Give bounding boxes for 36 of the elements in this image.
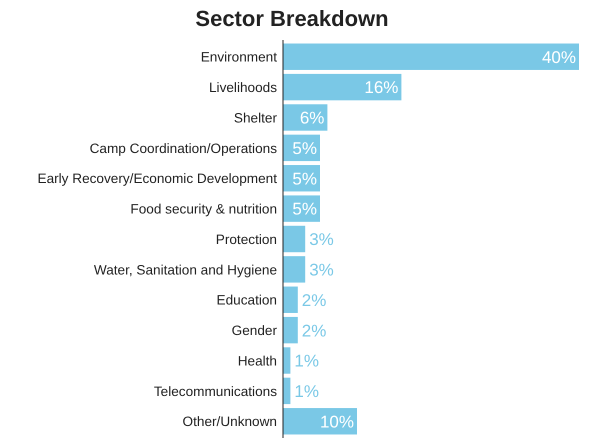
y-tick-label: Shelter [234, 110, 278, 126]
data-label: 3% [309, 230, 334, 250]
data-label: 10% [320, 412, 354, 432]
data-label: 2% [302, 290, 326, 310]
data-label: 5% [292, 169, 317, 188]
bar [283, 347, 290, 374]
bar [283, 286, 298, 313]
bar [283, 316, 298, 344]
data-label: 1% [294, 352, 319, 371]
y-tick-label: Education [216, 292, 277, 308]
data-label: 5% [292, 138, 317, 158]
y-tick-label: Water, Sanitation and Hygiene [94, 262, 277, 278]
data-label: 40% [542, 48, 576, 67]
y-tick-label: Livelihoods [208, 80, 278, 96]
y-tick-label: Other/Unknown [182, 414, 277, 430]
data-label: 2% [302, 321, 326, 340]
chart-title: Sector Breakdown [195, 6, 389, 31]
bar [283, 226, 306, 252]
bar [283, 44, 579, 70]
data-label: 1% [294, 382, 319, 402]
data-label: 16% [364, 78, 398, 98]
bar [283, 378, 290, 404]
y-tick-label: Health [238, 353, 277, 368]
data-label: 6% [300, 108, 324, 128]
data-label: 3% [309, 260, 334, 280]
y-tick-label: Protection [216, 232, 277, 247]
bar [283, 74, 402, 100]
bar [283, 408, 357, 434]
y-tick-label: Telecommunications [154, 384, 278, 399]
data-label: 5% [292, 200, 317, 219]
bar [283, 256, 306, 283]
y-tick-label: Environment [200, 50, 278, 65]
y-tick-label: Gender [232, 323, 278, 338]
y-tick-label: Early Recovery/Economic Development [38, 171, 278, 186]
y-tick-label: Food security & nutrition [130, 202, 277, 217]
y-tick-label: Camp Coordination/Operations [90, 140, 278, 156]
